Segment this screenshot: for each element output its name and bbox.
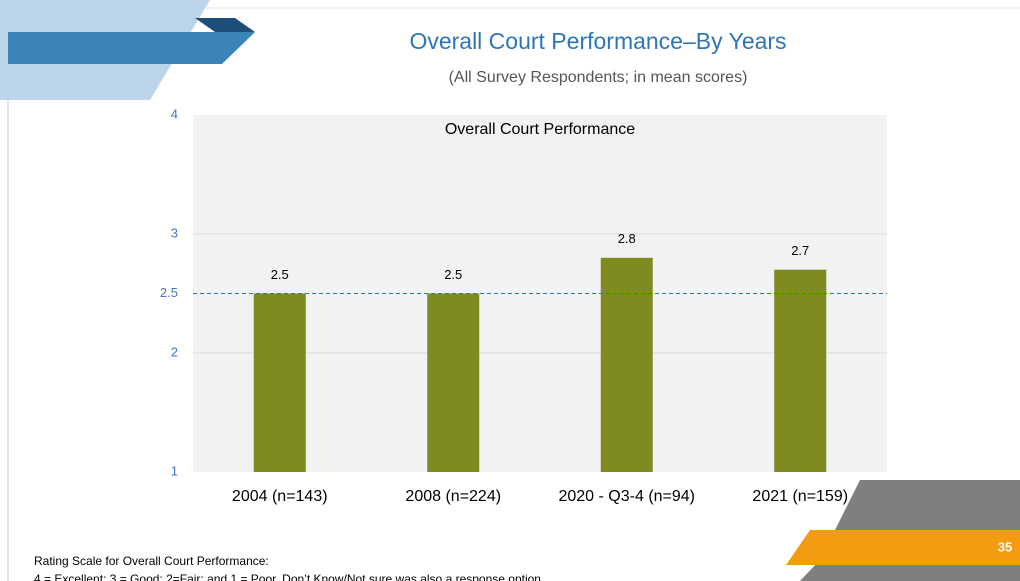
data-label: 2.7 bbox=[791, 243, 809, 258]
slide-subtitle: (All Survey Respondents; in mean scores) bbox=[449, 69, 748, 86]
header-shape-blue bbox=[8, 32, 255, 64]
bar bbox=[600, 257, 653, 472]
x-tick-label: 2020 - Q3-4 (n=94) bbox=[558, 488, 695, 505]
page-number: 35 bbox=[998, 539, 1012, 554]
slide-title: Overall Court Performance–By Years bbox=[409, 28, 786, 54]
y-tick-label: 4 bbox=[171, 106, 178, 121]
footnote-line: 4 = Excellent; 3 = Good; 2=Fair; and 1 =… bbox=[34, 572, 544, 581]
bar bbox=[774, 269, 827, 472]
x-tick-label: 2021 (n=159) bbox=[752, 488, 848, 505]
plot-title: Overall Court Performance bbox=[445, 121, 635, 138]
y-tick-label: 1 bbox=[171, 463, 178, 478]
y-tick-label: 2 bbox=[171, 344, 178, 359]
header-shape-dark bbox=[195, 18, 255, 32]
data-label: 2.5 bbox=[444, 267, 462, 282]
footnote-line: Rating Scale for Overall Court Performan… bbox=[34, 554, 269, 568]
x-tick-label: 2008 (n=224) bbox=[405, 488, 501, 505]
x-tick-label: 2004 (n=143) bbox=[232, 488, 328, 505]
bar bbox=[253, 293, 306, 472]
footer-shape-orange bbox=[786, 530, 1020, 565]
bar bbox=[427, 293, 480, 472]
data-label: 2.5 bbox=[271, 267, 289, 282]
data-label: 2.8 bbox=[618, 231, 636, 246]
y-tick-label: 3 bbox=[171, 225, 178, 240]
y-tick-label: 2.5 bbox=[160, 285, 178, 300]
